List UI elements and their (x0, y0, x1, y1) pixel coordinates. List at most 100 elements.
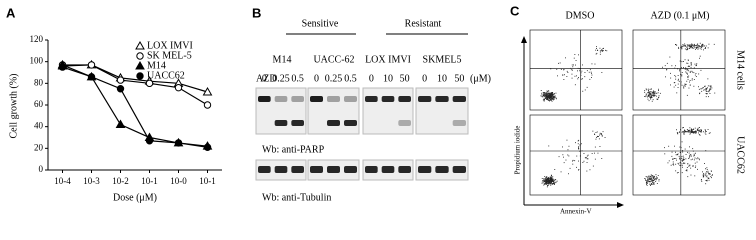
event-dot (687, 78, 689, 80)
event-dot (549, 96, 551, 98)
event-dot (708, 91, 710, 93)
event-dot (579, 155, 581, 157)
event-dot (693, 85, 695, 87)
event-dot (696, 130, 698, 131)
event-dot (657, 92, 659, 94)
row-label: UACC62 (735, 136, 746, 174)
event-dot (683, 127, 684, 128)
dose-label: 10 (437, 73, 447, 84)
event-dot (586, 155, 588, 157)
event-dot (651, 93, 653, 95)
event-dot (691, 79, 693, 81)
event-dot (646, 184, 648, 186)
event-dot (562, 74, 564, 76)
event-dot (592, 165, 594, 167)
event-dot (711, 175, 713, 176)
event-dot (547, 98, 549, 100)
event-dot (685, 83, 687, 85)
event-dot (708, 132, 710, 134)
dose-label: 0 (314, 73, 319, 84)
event-dot (689, 72, 691, 73)
event-dot (572, 163, 574, 165)
event-dot (674, 82, 676, 83)
event-dot (655, 181, 657, 182)
event-dot (575, 60, 577, 61)
event-dot (676, 92, 678, 94)
event-dot (553, 181, 555, 183)
event-dot (655, 92, 657, 94)
event-dot (695, 132, 697, 133)
event-dot (687, 69, 689, 71)
event-dot (550, 99, 552, 101)
event-dot (687, 76, 689, 78)
event-dot (578, 160, 579, 162)
event-dot (545, 93, 547, 95)
event-dot (705, 96, 707, 98)
event-dot (684, 44, 686, 46)
event-dot (700, 69, 702, 71)
event-dot (689, 155, 691, 157)
event-dot (691, 130, 693, 132)
event-dot (688, 130, 689, 131)
event-dot (578, 169, 580, 170)
event-dot (543, 179, 544, 181)
series-line (62, 64, 208, 93)
event-dot (553, 180, 555, 182)
event-dot (650, 96, 652, 97)
event-dot (692, 132, 694, 133)
event-dot (686, 72, 688, 74)
event-dot (653, 184, 655, 185)
event-dot (585, 157, 587, 159)
event-dot (649, 183, 651, 185)
event-dot (651, 181, 653, 182)
event-dot (697, 45, 699, 47)
event-dot (571, 77, 573, 79)
event-dot (578, 148, 579, 150)
event-dot (668, 160, 670, 162)
event-dot (554, 95, 556, 97)
event-dot (686, 170, 688, 172)
x-tick-label: 10-1 (199, 176, 216, 186)
event-dot (543, 181, 545, 183)
event-dot (704, 85, 706, 87)
event-dot (703, 173, 705, 174)
y-tick-label: 0 (39, 164, 44, 174)
series-line (62, 64, 208, 147)
event-dot (658, 90, 659, 91)
event-dot (651, 97, 653, 99)
event-dot (699, 127, 700, 128)
event-dot (693, 67, 695, 69)
band (435, 166, 449, 173)
event-dot (566, 139, 568, 141)
event-dot (545, 179, 547, 181)
event-dot (700, 129, 702, 131)
event-dot (687, 176, 689, 178)
event-dot (547, 178, 549, 179)
event-dot (687, 77, 689, 78)
event-dot (649, 88, 651, 90)
event-dot (700, 46, 702, 48)
event-dot (547, 96, 549, 97)
event-dot (600, 133, 602, 135)
event-dot (681, 157, 682, 159)
event-dot (695, 165, 697, 167)
event-dot (599, 132, 601, 134)
event-dot (568, 145, 570, 147)
event-dot (568, 155, 570, 157)
event-dot (693, 44, 695, 46)
panel-label: B (252, 5, 261, 20)
event-dot (583, 160, 585, 162)
event-dot (710, 87, 711, 89)
event-dot (705, 183, 707, 185)
event-dot (705, 47, 706, 48)
event-dot (550, 181, 551, 183)
event-dot (706, 91, 708, 92)
event-dot (691, 44, 692, 46)
marker (145, 79, 154, 88)
event-dot (658, 96, 660, 98)
event-dot (704, 85, 705, 87)
event-dot (649, 180, 651, 182)
event-dot (697, 157, 699, 159)
event-dot (700, 131, 702, 132)
event-dot (649, 176, 651, 177)
